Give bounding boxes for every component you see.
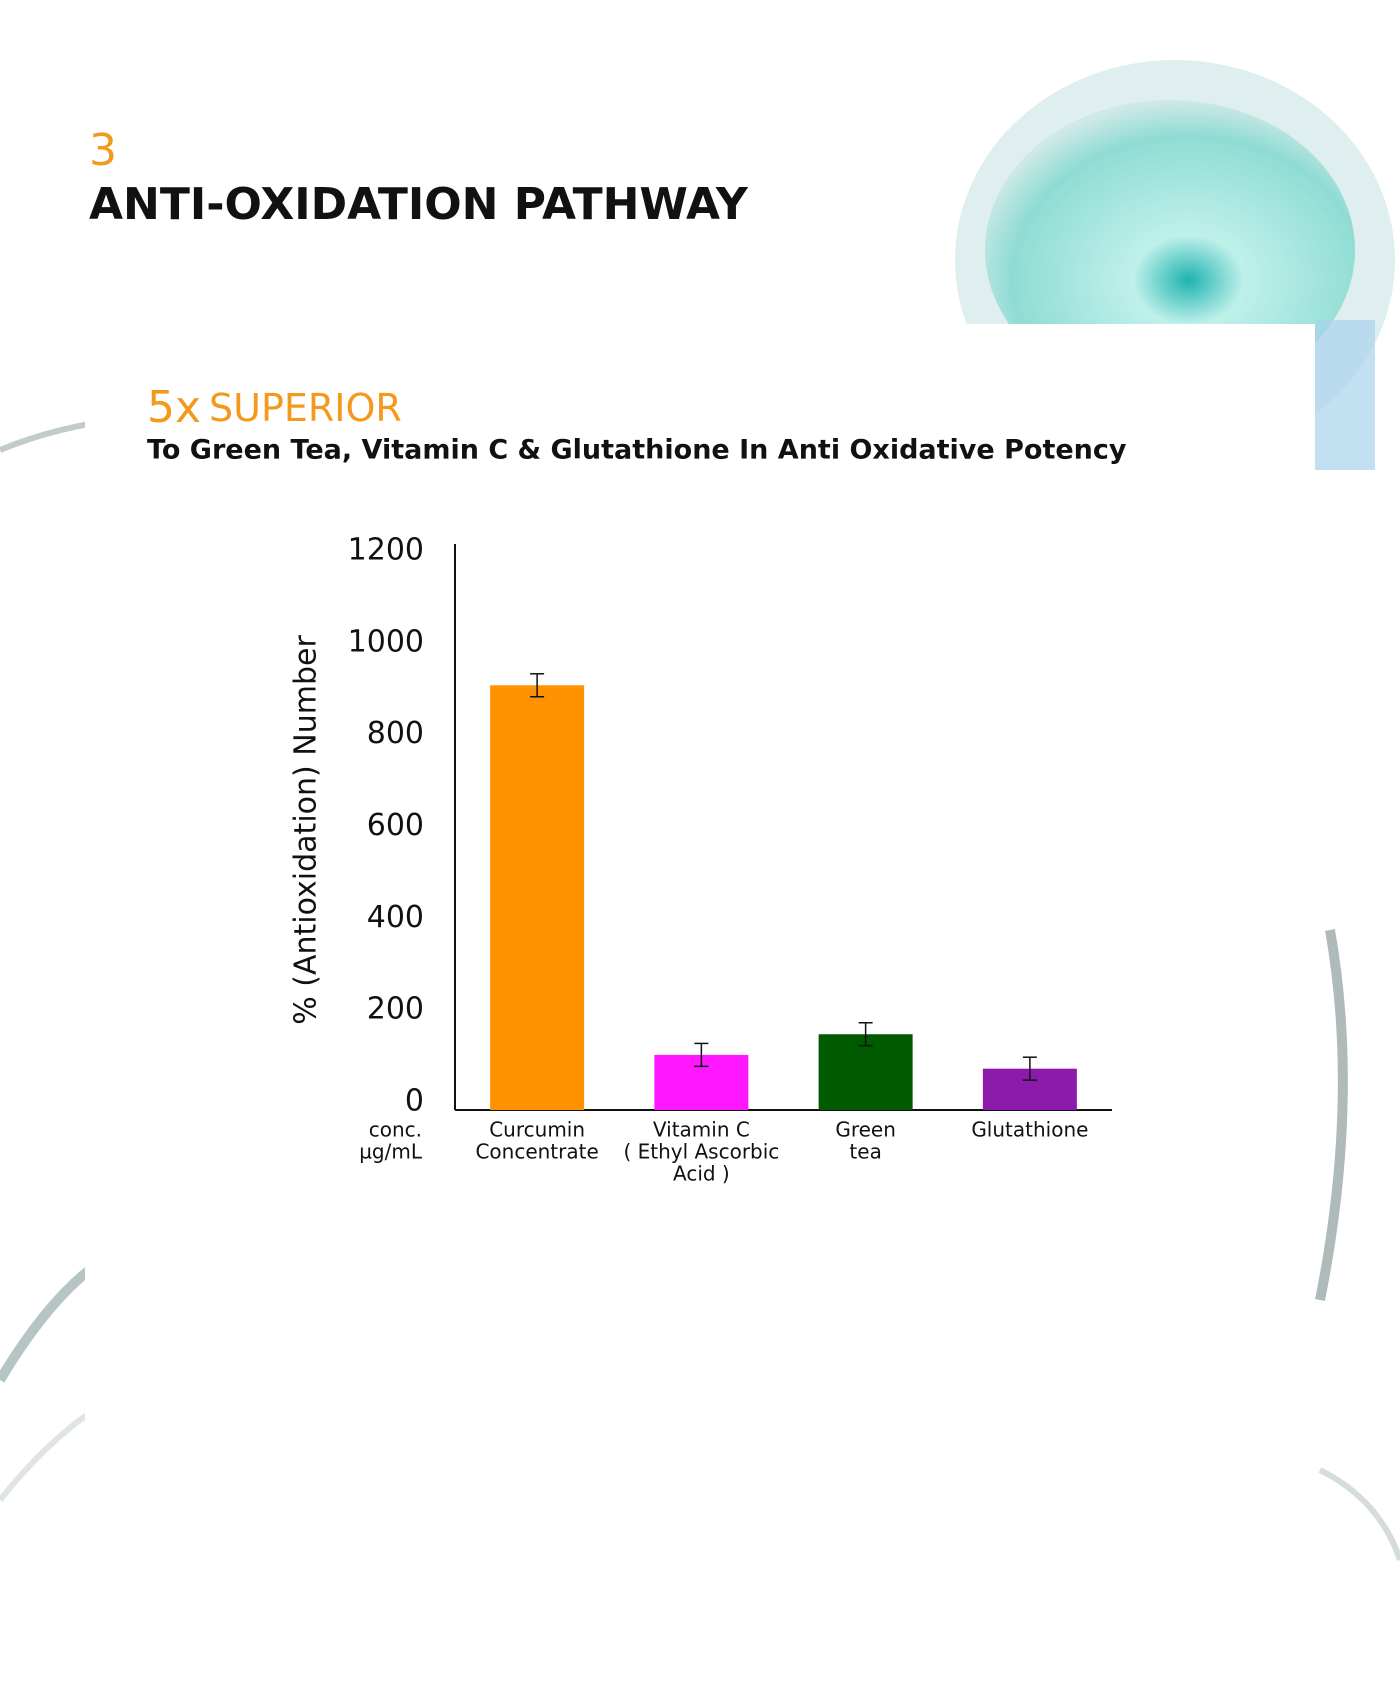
y-tick-label: 400 <box>367 900 424 935</box>
x-tick-label: Acid ) <box>673 1162 730 1186</box>
x-tick-label: Glutathione <box>971 1118 1088 1142</box>
headline-number: 5x <box>147 382 201 433</box>
error-bar <box>530 673 545 698</box>
error-bar <box>858 1022 873 1047</box>
headline: 5x SUPERIOR <box>147 382 402 433</box>
y-tick-label: 600 <box>367 808 424 843</box>
x-tick-label: tea <box>849 1140 881 1164</box>
error-bar <box>1022 1056 1037 1081</box>
subtitle: To Green Tea, Vitamin C & Glutathione In… <box>147 435 1127 466</box>
y-tick-label: 800 <box>367 716 424 751</box>
error-bar <box>694 1042 709 1068</box>
headline-text: SUPERIOR <box>209 386 402 430</box>
y-tick-label: 1000 <box>348 624 424 659</box>
y-tick-label: 200 <box>367 992 424 1027</box>
x-tick-label: Curcumin <box>489 1118 585 1142</box>
step-number: 3 <box>89 125 117 176</box>
y-tick-label: 1200 <box>348 533 424 568</box>
x-tick-label: Green <box>835 1118 896 1142</box>
x-tick-label: ( Ethyl Ascorbic <box>623 1140 779 1164</box>
x-axis-label: conc. <box>369 1118 422 1142</box>
y-tick-label: 0 <box>405 1084 424 1119</box>
bar <box>490 685 585 1110</box>
x-axis-label: µg/mL <box>359 1140 423 1164</box>
x-tick-label: Vitamin C <box>653 1118 750 1142</box>
y-axis-label: % (Antioxidation) Number <box>289 635 324 1025</box>
x-tick-label: Concentrate <box>475 1140 598 1164</box>
page-title: ANTI-OXIDATION PATHWAY <box>89 179 749 230</box>
bar <box>818 1034 913 1110</box>
content-panel <box>85 324 1315 1706</box>
